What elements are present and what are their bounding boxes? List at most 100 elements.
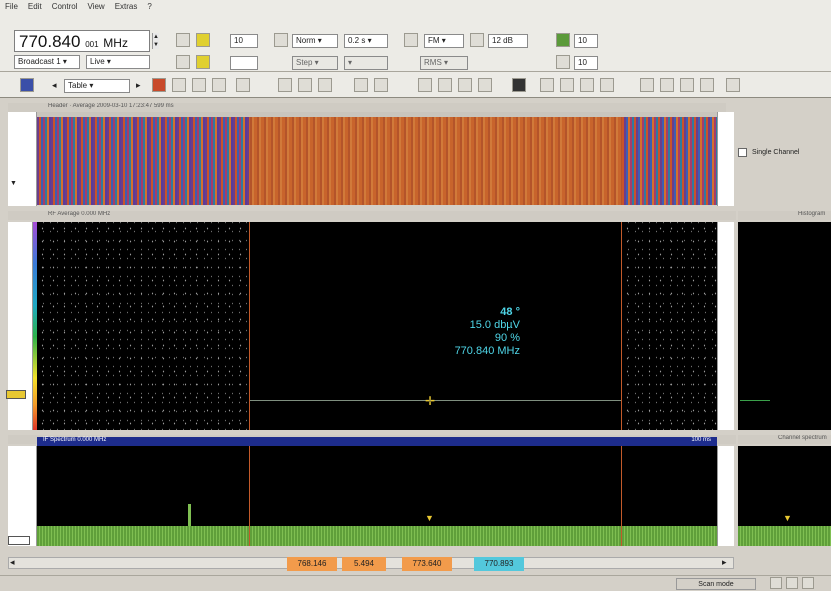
channel-marker-icon[interactable]: ▼ — [783, 513, 792, 523]
spectrogram-trace — [249, 400, 622, 401]
span-box: 5.494 — [342, 557, 386, 571]
tool-icon[interactable] — [236, 78, 250, 92]
attenuation-select[interactable]: 12 dB — [488, 34, 528, 48]
channel-display — [738, 446, 831, 526]
marker1-icon[interactable] — [640, 78, 654, 92]
frequency-value: 770.840 — [19, 32, 81, 51]
help-icon[interactable] — [726, 78, 740, 92]
zoom-fit-icon[interactable] — [600, 78, 614, 92]
marker4-icon[interactable] — [700, 78, 714, 92]
spectrum-marker-icon[interactable]: ▼ — [425, 513, 434, 523]
options-icon[interactable] — [374, 78, 388, 92]
menu-edit[interactable]: Edit — [27, 2, 42, 11]
zoom-icon[interactable] — [540, 78, 554, 92]
spectrum-stop-line[interactable] — [621, 446, 622, 546]
marker2-icon[interactable] — [660, 78, 674, 92]
span2-icon[interactable] — [556, 55, 570, 69]
demod-icon[interactable] — [404, 33, 418, 47]
mode-select[interactable]: Broadcast 1 ▾ — [14, 55, 80, 69]
status-icon-3[interactable] — [802, 577, 814, 589]
export-icon[interactable] — [318, 78, 332, 92]
view-select[interactable]: Table ▾ — [64, 79, 130, 93]
zoom-in-icon[interactable] — [560, 78, 574, 92]
window2-icon[interactable] — [438, 78, 452, 92]
frequency-unit: MHz — [103, 36, 128, 50]
gain-icon[interactable] — [176, 55, 190, 69]
status-icon-2[interactable] — [786, 577, 798, 589]
frequency-decimals: 001 — [85, 40, 99, 49]
spectrum-start-line[interactable] — [249, 446, 250, 546]
status-icon-1[interactable] — [770, 577, 782, 589]
wave-icon[interactable] — [192, 78, 206, 92]
waterfall-noise-right — [622, 117, 717, 205]
list-select[interactable]: Live ▾ — [86, 55, 150, 69]
open-icon[interactable] — [278, 78, 292, 92]
waterfall-down-icon[interactable]: ▼ — [10, 180, 17, 187]
scan-mode-status: Scan mode — [676, 578, 756, 590]
squelch-icon[interactable] — [196, 55, 210, 69]
menu-control[interactable]: Control — [51, 2, 78, 11]
frequency-input[interactable]: 770.840 001 MHz — [14, 30, 150, 52]
zoom-out-icon[interactable] — [580, 78, 594, 92]
spectrum-bars — [37, 526, 717, 546]
person-icon[interactable] — [556, 33, 570, 47]
waterfall-ruler — [8, 112, 37, 206]
spectrum-peak — [188, 504, 191, 526]
display-icon[interactable] — [512, 78, 526, 92]
attenuation-icon[interactable] — [470, 33, 484, 47]
menu-extras[interactable]: Extras — [114, 2, 138, 11]
stop-line[interactable] — [621, 222, 622, 430]
save-icon[interactable] — [298, 78, 312, 92]
spectrogram-noise-right — [622, 222, 717, 430]
spectrogram-right-header: Histogram — [738, 211, 831, 220]
histogram-trace — [740, 400, 770, 401]
scroll-right-icon[interactable]: ▸ — [722, 557, 727, 567]
channel-bars — [738, 526, 831, 546]
step-select[interactable]: Step ▾ — [292, 56, 338, 70]
squelch-input[interactable] — [230, 56, 258, 70]
record-icon[interactable] — [152, 78, 166, 92]
spectrum-level-marker[interactable] — [8, 536, 30, 545]
detector-select[interactable]: RMS ▾ — [420, 56, 468, 70]
marker3-icon[interactable] — [680, 78, 694, 92]
step2-select[interactable]: ▾ — [344, 56, 388, 70]
window3-icon[interactable] — [458, 78, 472, 92]
level-icon[interactable] — [196, 33, 210, 47]
readout-angle: 48 ° — [500, 306, 520, 318]
level-input[interactable]: 10 — [230, 34, 258, 48]
waterfall-noise-left — [37, 117, 249, 205]
span2-input[interactable]: 10 — [574, 56, 598, 70]
chart-icon[interactable] — [212, 78, 226, 92]
frequency-spin-button[interactable]: ▲ ▼ — [152, 33, 159, 49]
scroll-left-icon[interactable]: ◂ — [10, 557, 15, 567]
spectrum-title: IF Spectrum 0.000 MHz — [43, 437, 107, 443]
grid-icon[interactable] — [172, 78, 186, 92]
span-select[interactable]: Norm ▾ — [292, 34, 338, 48]
antenna-icon[interactable] — [274, 33, 288, 47]
right-arrow-icon[interactable]: ▸ — [136, 80, 141, 90]
menu-bar: File Edit Control View Extras? — [0, 0, 831, 14]
spectrum-scale — [717, 446, 734, 546]
pen-icon[interactable] — [20, 78, 34, 92]
menu-view[interactable]: View — [87, 2, 105, 11]
waterfall-scale — [717, 112, 734, 206]
crosshair-marker-icon[interactable]: ✛ — [425, 394, 436, 408]
single-channel-checkbox[interactable] — [738, 148, 747, 157]
spectrum-header: IF Spectrum 0.000 MHz 100 ms — [37, 437, 717, 446]
channel-right-header: Channel spectrum — [738, 435, 831, 444]
left-arrow-icon[interactable]: ◂ — [52, 80, 57, 90]
count-input[interactable]: 10 — [574, 34, 598, 48]
time-select[interactable]: 0.2 s ▾ — [344, 34, 388, 48]
menu-file[interactable]: File — [5, 2, 18, 11]
filter-select[interactable]: FM ▾ — [424, 34, 464, 48]
bandwidth-icon[interactable] — [176, 33, 190, 47]
start-line[interactable] — [249, 222, 250, 430]
waterfall-header: Header · Average 2009-03-10 17:23:47 599… — [8, 103, 726, 112]
window4-icon[interactable] — [478, 78, 492, 92]
single-channel-label: Single Channel — [752, 149, 800, 156]
settings-icon[interactable] — [354, 78, 368, 92]
spectrum-display[interactable] — [37, 446, 717, 526]
window1-icon[interactable] — [418, 78, 432, 92]
level-marker[interactable] — [6, 390, 26, 399]
menu-help[interactable]: ? — [147, 2, 152, 11]
